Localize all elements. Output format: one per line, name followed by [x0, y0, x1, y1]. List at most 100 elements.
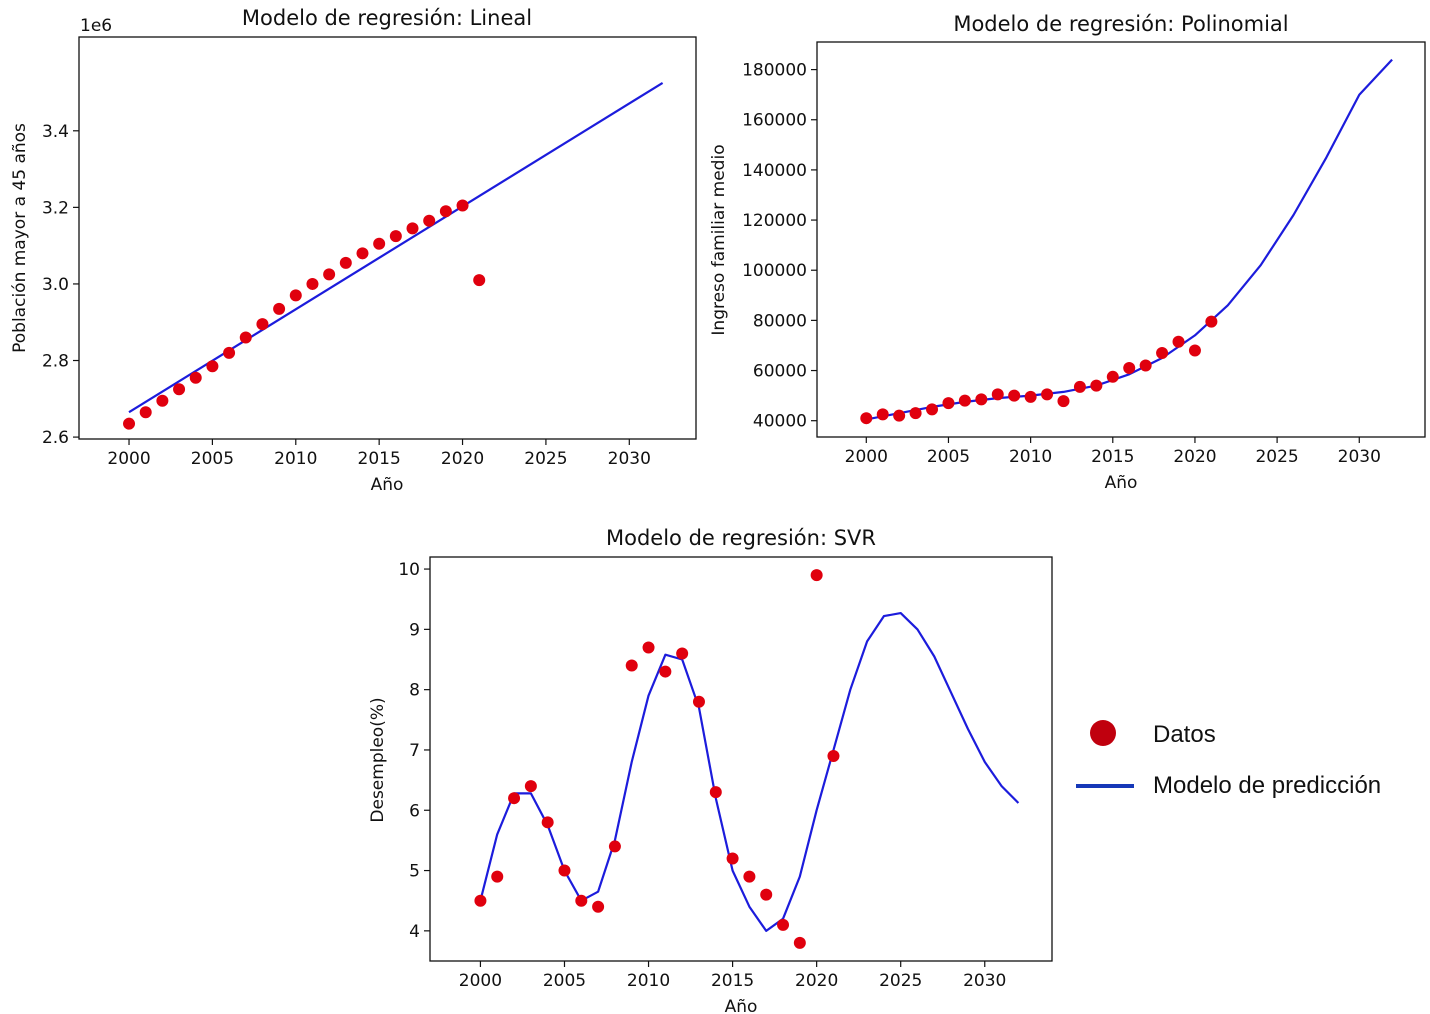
data-point	[541, 816, 554, 829]
data-point	[156, 394, 169, 407]
x-tick-label: 2015	[1091, 447, 1134, 467]
y-tick-label: 2.6	[42, 428, 69, 448]
x-tick-label: 2010	[1009, 447, 1052, 467]
data-point	[1057, 395, 1070, 408]
plot-frame	[429, 556, 1053, 962]
x-tick-label: 2025	[1255, 447, 1298, 467]
data-point	[206, 360, 219, 373]
legend-data-label: Datos	[1153, 721, 1216, 748]
plot-frame	[78, 36, 697, 440]
legend-data-marker	[1090, 720, 1116, 746]
x-tick-label: 2025	[879, 971, 922, 991]
data-point	[659, 665, 672, 678]
legend: Datos Modelo de predicción	[1076, 720, 1381, 799]
chart-polinomial: Modelo de regresión: Polinomial Ingreso …	[709, 12, 1426, 493]
chart-title: Modelo de regresión: SVR	[606, 526, 876, 550]
data-point	[743, 870, 756, 883]
data-point	[239, 331, 252, 344]
data-point	[474, 894, 487, 907]
data-point	[625, 659, 638, 672]
data-point	[456, 199, 469, 212]
x-axis-label: Año	[371, 475, 404, 495]
y-tick-label: 9	[409, 620, 420, 640]
chart-title: Modelo de regresión: Polinomial	[953, 12, 1288, 36]
data-point	[726, 852, 739, 865]
y-tick-label: 5	[409, 862, 420, 882]
y-axis-label: Ingreso familiar medio	[709, 144, 729, 335]
data-point	[793, 936, 806, 949]
y-tick-label: 10	[398, 560, 420, 580]
data-point	[439, 205, 452, 218]
x-tick-label: 2030	[1338, 447, 1381, 467]
x-tick-label: 2000	[459, 971, 502, 991]
y-tick-label: 3.0	[42, 275, 69, 295]
data-point	[1156, 346, 1169, 359]
x-tick-label: 2000	[845, 447, 888, 467]
y-tick-label: 8	[409, 681, 420, 701]
data-point	[1188, 344, 1201, 357]
data-point	[893, 409, 906, 422]
data-point	[373, 237, 386, 250]
data-point	[524, 780, 537, 793]
offset-label: 1e6	[80, 16, 112, 36]
data-point	[1090, 379, 1103, 392]
data-point	[1123, 362, 1136, 375]
data-point	[173, 383, 186, 396]
data-point	[256, 318, 269, 331]
plot-area: 2000 2005 2010 2015 2020 2025 2030 4 5 6 7 8 9 10	[398, 560, 1020, 991]
chart-title: Modelo de regresión: Lineal	[242, 6, 532, 30]
y-tick-label: 2.8	[42, 352, 69, 372]
y-tick-label: 40000	[753, 412, 807, 432]
x-tick-label: 2000	[107, 449, 150, 469]
y-tick-label: 4	[409, 922, 420, 942]
y-tick-label: 80000	[753, 311, 807, 331]
x-tick-label: 2020	[795, 971, 838, 991]
data-point	[356, 247, 369, 260]
model-line	[479, 611, 1020, 933]
y-tick-label: 60000	[753, 362, 807, 382]
x-axis-label: Año	[1105, 473, 1138, 493]
legend-model-label: Modelo de predicción	[1153, 772, 1381, 799]
data-point	[876, 408, 889, 421]
data-point	[575, 894, 588, 907]
y-tick-label: 120000	[742, 211, 807, 231]
chart-svr: Modelo de regresión: SVR Desempleo(%) Añ…	[368, 526, 1053, 1014]
x-tick-label: 2030	[963, 971, 1006, 991]
data-point	[942, 397, 955, 410]
x-tick-label: 2025	[524, 449, 567, 469]
data-point	[909, 407, 922, 420]
data-point	[508, 792, 521, 805]
y-tick-label: 6	[409, 801, 420, 821]
data-point	[1041, 388, 1054, 401]
data-point	[958, 394, 971, 407]
x-tick-label: 2015	[358, 449, 401, 469]
data-point	[860, 412, 873, 425]
data-point	[491, 870, 504, 883]
data-point	[1172, 335, 1185, 348]
data-point	[676, 647, 689, 660]
data-point	[991, 388, 1004, 401]
data-point	[760, 888, 773, 901]
x-tick-label: 2010	[627, 971, 670, 991]
data-point	[123, 417, 136, 430]
data-point	[1024, 390, 1037, 403]
data-point	[289, 289, 302, 302]
data-point	[139, 406, 152, 419]
data-point	[189, 371, 202, 384]
data-point	[642, 641, 655, 654]
x-tick-label: 2030	[608, 449, 651, 469]
data-point	[1139, 359, 1152, 372]
x-tick-label: 2005	[927, 447, 970, 467]
data-point	[306, 277, 319, 290]
data-point	[827, 749, 840, 762]
y-tick-label: 140000	[742, 161, 807, 181]
x-tick-label: 2015	[711, 971, 754, 991]
data-point	[223, 346, 236, 359]
data-point	[975, 393, 988, 406]
data-point	[709, 786, 722, 799]
data-point	[558, 864, 571, 877]
data-point	[423, 214, 436, 227]
data-point	[406, 222, 419, 235]
data-point	[323, 268, 336, 281]
